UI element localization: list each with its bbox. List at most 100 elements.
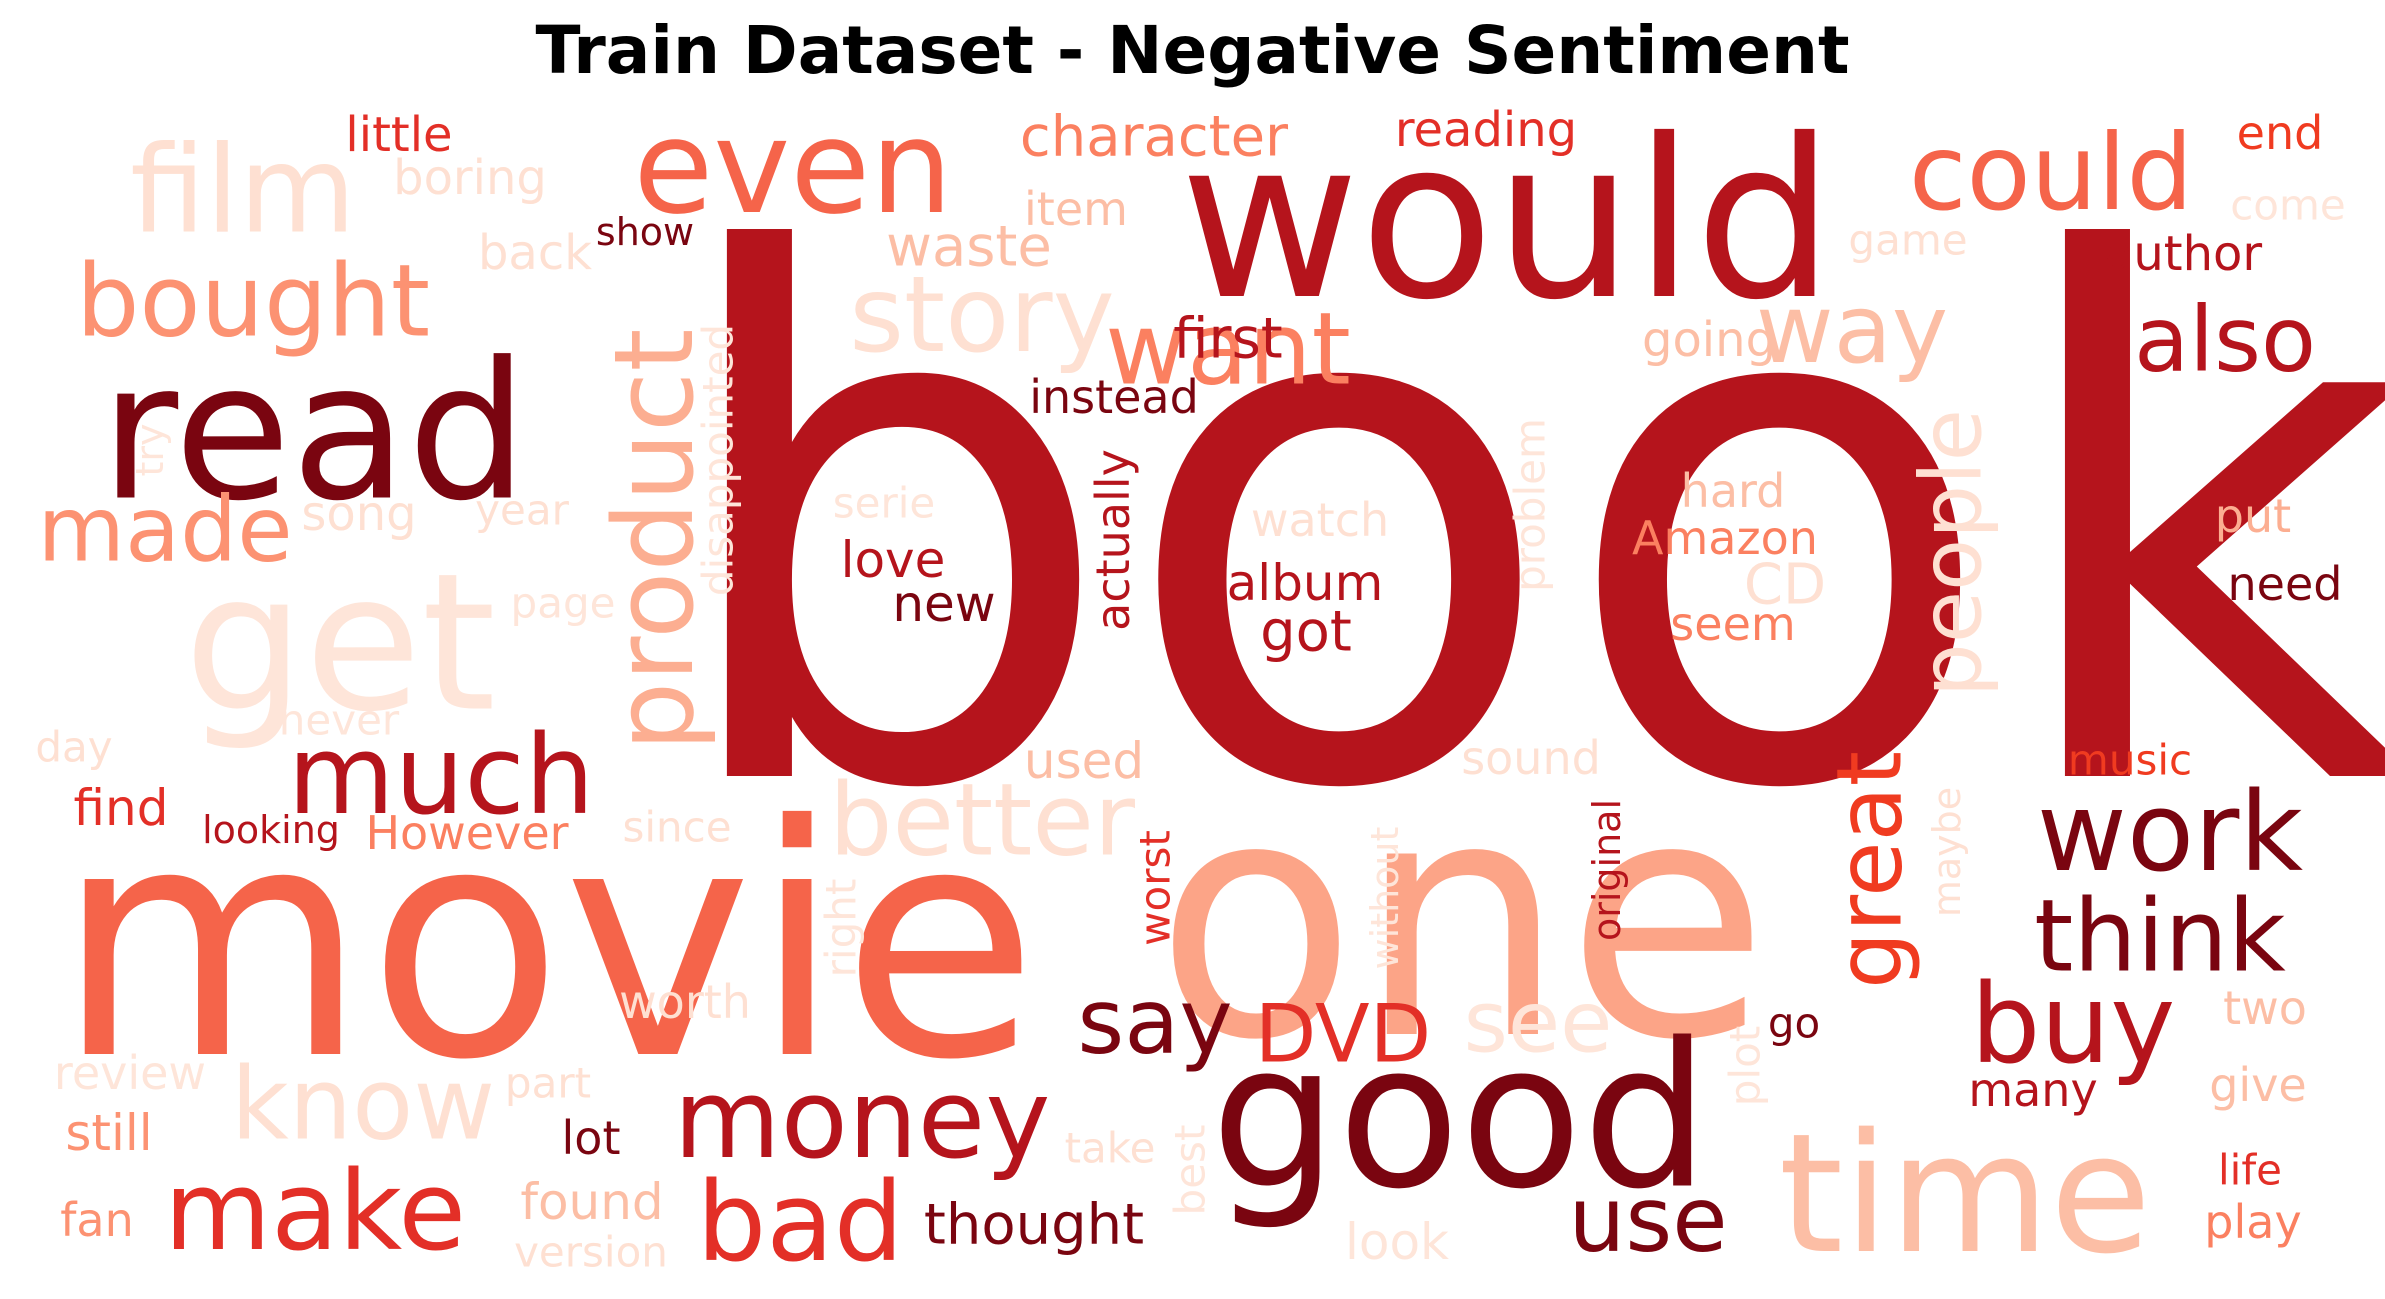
word-find: find [74,779,169,837]
word-give: give [2209,1058,2307,1112]
word-take: take [1065,1124,1156,1173]
word-reading: reading [1395,102,1577,158]
word-actually: actually [1086,449,1140,631]
word-never: never [279,696,400,745]
word-could: could [1909,112,2193,234]
word-original: original [1585,799,1629,941]
word-even: even [633,91,952,243]
word-much: much [287,711,594,839]
word-come: come [2230,181,2346,230]
word-right: right [817,879,866,978]
word-author: author [2104,226,2262,282]
word-still: still [65,1104,152,1162]
word-money: money [674,1055,1051,1183]
word-lot: lot [562,1111,621,1165]
word-serie: serie [833,479,936,528]
word-get: get [184,533,496,754]
word-need: need [2228,557,2343,611]
word-go: go [1768,999,1820,1048]
word-seem: seem [1670,597,1795,651]
word-first: first [1173,307,1282,372]
word-page: page [511,579,616,628]
word-review: review [54,1046,206,1100]
word-know: know [231,1046,495,1163]
word-found: found [520,1173,663,1231]
word-game: game [1848,216,1967,265]
word-see: see [1464,974,1613,1073]
word-instead: instead [1029,370,1199,424]
word-life: life [2218,1146,2282,1195]
word-however: However [365,806,568,860]
word-thought: thought [924,1193,1144,1258]
word-version: version [514,1228,668,1277]
word-two: two [2223,981,2307,1035]
word-great: great [1818,751,1923,989]
word-problem: problem [1506,418,1555,592]
word-new: new [892,575,995,633]
word-read: read [100,322,528,543]
word-looking: looking [202,808,340,852]
word-many: many [1968,1063,2097,1117]
word-since: since [622,803,731,852]
word-also: also [2134,288,2316,393]
word-say: say [1077,970,1232,1075]
word-without: without [1363,827,1407,970]
word-cd: CD [1744,553,1826,618]
word-disappointed: disappointed [694,324,743,596]
word-play: play [2204,1195,2301,1249]
word-little: little [345,107,452,163]
word-item: item [1024,182,1128,236]
word-use: use [1568,1168,1727,1273]
word-better: better [829,762,1136,879]
word-sound: sound [1461,731,1601,785]
word-day: day [35,723,112,772]
word-amazon: Amazon [1632,511,1818,565]
word-made: made [37,478,292,583]
word-people: people [1903,409,2002,697]
word-used: used [1024,732,1144,790]
word-boring: boring [393,150,547,206]
word-hard: hard [1681,464,1786,518]
word-watch: watch [1251,493,1389,547]
word-product: product [590,328,718,751]
word-love: love [841,531,946,589]
word-maybe: maybe [1925,787,1969,917]
word-back: back [478,225,592,281]
word-fan: fan [60,1193,134,1247]
word-music: music [2068,736,2192,785]
word-would: would [1180,92,1835,348]
word-worth: worth [619,975,751,1029]
word-think: think [2034,878,2286,995]
word-end: end [2237,106,2324,160]
word-plot: plot [1721,1026,1770,1107]
word-character: character [1020,105,1289,170]
word-part: part [505,1059,591,1108]
word-got: got [1260,600,1352,665]
word-way: way [1756,275,1948,385]
word-one: one [1155,728,1769,1112]
word-best: best [1166,1125,1215,1216]
word-want: want [1105,291,1351,408]
word-work: work [2037,768,2303,896]
word-story: story [849,254,1114,376]
word-bought: bought [76,243,430,360]
word-dvd: DVD [1255,988,1432,1081]
word-try: try [128,423,172,476]
word-time: time [1779,1098,2152,1290]
word-book: book [662,108,2385,946]
word-bad: bad [696,1158,903,1286]
word-going: going [1642,312,1776,368]
word-good: good [1211,1001,1710,1234]
word-waste: waste [886,215,1052,280]
word-put: put [2215,489,2291,543]
word-movie: movie [56,758,1039,1130]
word-look: look [1345,1213,1449,1271]
word-film: film [130,122,356,261]
chart-title: Train Dataset - Negative Sentiment [535,12,1850,89]
word-show: show [596,210,694,254]
word-buy: buy [1971,960,2176,1088]
word-album: album [1227,554,1384,612]
word-make: make [164,1147,466,1275]
word-worst: worst [1131,830,1180,946]
